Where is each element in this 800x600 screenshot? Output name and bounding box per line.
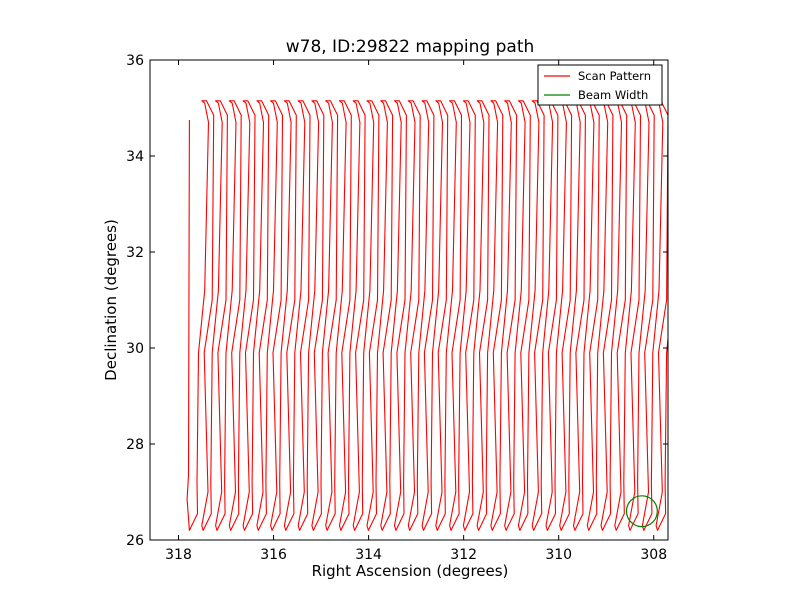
plot-frame	[149, 59, 669, 541]
scan-pattern-line	[186, 100, 668, 531]
legend-label-scan-pattern: Scan Pattern	[578, 69, 651, 83]
axis-ticks: 318 316 314 312 310 308 26 28 30 32 34 36	[126, 53, 668, 563]
x-tick-label: 314	[355, 547, 382, 563]
y-tick-label: 28	[126, 437, 144, 453]
y-tick-label: 34	[126, 149, 144, 165]
x-tick-label: 316	[260, 547, 287, 563]
legend-label-beam-width: Beam Width	[578, 88, 648, 102]
y-tick-label: 36	[126, 53, 144, 69]
y-tick-label: 32	[126, 245, 144, 261]
y-axis-title: Declination (degrees)	[102, 219, 120, 381]
legend-box	[537, 64, 663, 106]
y-tick-label: 30	[126, 341, 144, 357]
chart-title: w78, ID:29822 mapping path	[286, 37, 535, 57]
legend: Scan Pattern Beam Width	[537, 64, 663, 106]
x-tick-label: 312	[450, 547, 477, 563]
x-tick-label: 318	[165, 547, 192, 563]
x-tick-label: 308	[640, 547, 667, 563]
beam-width-circle	[625, 495, 658, 528]
x-tick-label: 310	[545, 547, 572, 563]
plot-data-layer	[186, 100, 668, 531]
y-tick-label: 26	[126, 533, 144, 549]
x-axis-title: Right Ascension (degrees)	[312, 562, 509, 580]
